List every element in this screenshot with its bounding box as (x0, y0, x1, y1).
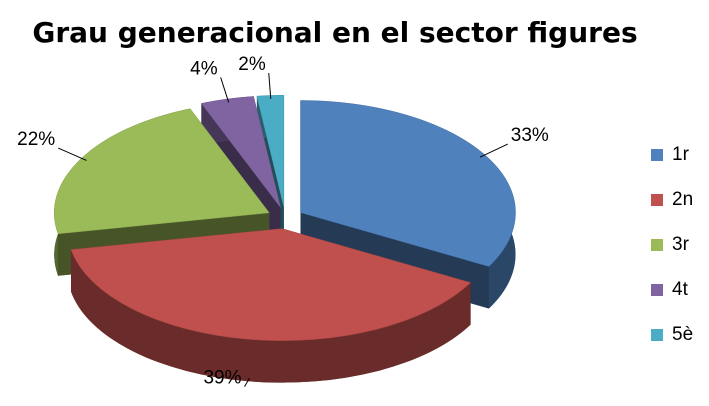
leader-line (268, 73, 272, 99)
legend-swatch (651, 329, 663, 341)
pie-slice (70, 228, 472, 383)
slice-top (54, 108, 270, 235)
data-label: 39% (203, 368, 241, 389)
leader-line (244, 377, 250, 387)
chart-title: Grau generacional en el sector figures (32, 16, 637, 49)
leader-line (479, 143, 508, 158)
data-label: 22% (17, 129, 55, 150)
slice-side (70, 249, 471, 383)
data-label: 2% (238, 54, 266, 75)
legend-swatch (651, 194, 663, 206)
legend-swatch (651, 239, 663, 251)
legend-swatch (651, 284, 663, 296)
legend-label: 2n (672, 189, 693, 210)
slice-top (70, 228, 472, 341)
legend-swatch (651, 149, 663, 161)
legend-label: 5è (672, 324, 693, 345)
legend-label: 4t (672, 279, 689, 300)
slice-top (200, 96, 281, 208)
legend-label: 1r (672, 144, 690, 165)
leader-line (58, 147, 87, 161)
leader-line (220, 77, 230, 103)
data-label: 33% (511, 125, 549, 146)
legend-label: 3r (672, 234, 690, 255)
data-label: 4% (190, 58, 218, 79)
slice-top (300, 100, 516, 267)
pie-slice (300, 100, 516, 309)
